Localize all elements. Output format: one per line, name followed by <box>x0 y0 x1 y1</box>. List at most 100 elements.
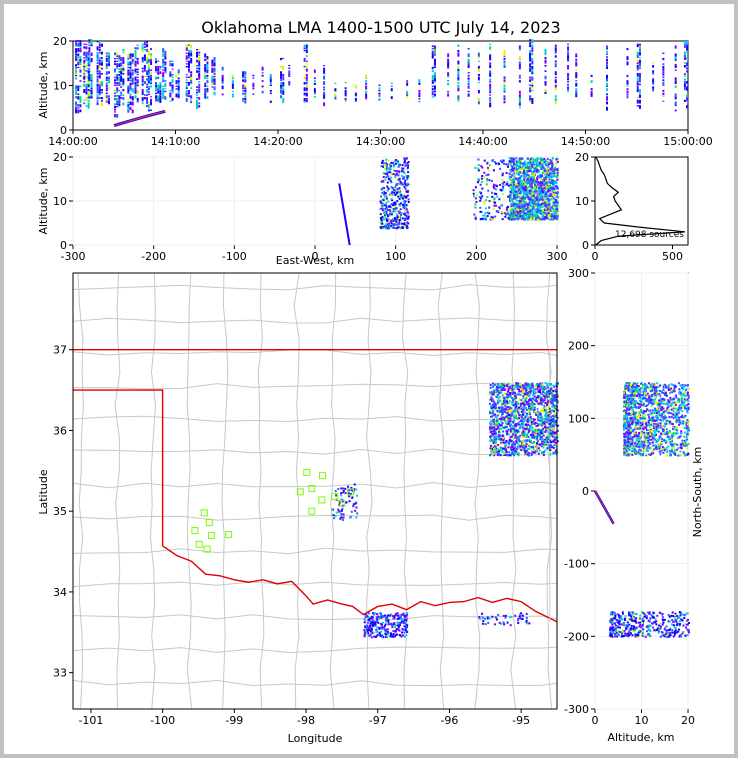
density-cell <box>512 433 515 436</box>
density-cell <box>523 432 526 435</box>
density-cell <box>85 105 88 107</box>
density-cell <box>244 84 247 88</box>
density-cell <box>305 81 308 85</box>
density-cell <box>146 97 149 100</box>
density-cell <box>495 432 498 435</box>
figure-canvas: Oklahoma LMA 1400-1500 UTC July 14, 2023… <box>4 4 734 754</box>
density-cell <box>418 95 421 98</box>
density-cell <box>392 617 395 620</box>
density-cell <box>493 436 496 439</box>
density-cell <box>136 73 139 76</box>
density-cell <box>162 48 165 52</box>
density-cell <box>552 410 555 413</box>
density-cell <box>549 439 552 442</box>
density-cell <box>523 384 526 387</box>
density-cell <box>554 213 557 216</box>
density-cell <box>531 84 534 87</box>
density-cell <box>498 207 501 210</box>
density-cell <box>549 423 552 426</box>
density-cell <box>488 412 491 415</box>
density-cell <box>548 184 551 187</box>
density-cell <box>507 440 510 443</box>
density-cell <box>141 46 144 50</box>
density-cell <box>556 178 559 181</box>
density-cell <box>98 41 101 44</box>
density-cell <box>157 65 160 69</box>
density-cell <box>523 188 526 191</box>
density-cell <box>546 421 549 424</box>
density-cell <box>474 186 477 189</box>
density-cell <box>491 415 494 418</box>
density-cell <box>531 215 534 218</box>
density-cell <box>244 97 247 101</box>
density-cell <box>162 93 165 97</box>
density-cell <box>527 392 530 395</box>
density-cell <box>204 90 207 94</box>
density-cell <box>554 95 557 98</box>
density-cell <box>512 448 515 451</box>
density-cell <box>282 92 285 95</box>
density-cell <box>537 433 540 436</box>
density-cell <box>544 397 547 400</box>
density-cell <box>511 211 514 214</box>
density-cell <box>494 445 497 448</box>
density-cell <box>509 392 512 395</box>
density-cell <box>403 223 406 226</box>
density-cell <box>529 87 532 91</box>
density-cell <box>379 213 382 216</box>
density-cell <box>393 169 396 172</box>
density-cell <box>516 384 519 387</box>
density-cell <box>522 402 525 405</box>
density-cell <box>380 188 383 191</box>
density-cell <box>116 52 119 56</box>
density-cell <box>546 167 549 170</box>
density-cell <box>204 64 207 67</box>
density-cell <box>526 218 529 221</box>
density-cell <box>523 195 526 198</box>
density-cell <box>402 167 405 170</box>
density-cell <box>378 87 381 90</box>
density-cell <box>536 180 539 183</box>
density-cell <box>606 48 608 50</box>
density-cell <box>490 191 493 194</box>
density-cell <box>196 102 198 106</box>
density-cell <box>386 181 389 184</box>
density-cell <box>403 202 406 205</box>
density-cell <box>555 431 558 434</box>
density-cell <box>242 79 245 82</box>
density-cell <box>505 211 508 214</box>
x-axis-label: East-West, km <box>276 254 354 267</box>
density-cell <box>398 203 401 206</box>
density-cell <box>509 194 512 197</box>
density-cell <box>244 89 247 93</box>
density-cell <box>521 183 524 186</box>
density-cell <box>606 101 608 105</box>
density-cell <box>554 406 557 409</box>
density-cell <box>509 216 512 219</box>
density-cell <box>550 418 553 421</box>
density-cell <box>535 202 538 205</box>
density-cell <box>98 57 101 60</box>
density-cell <box>105 65 108 69</box>
density-cell <box>407 212 410 215</box>
density-cell <box>543 214 546 217</box>
density-cell <box>127 90 130 94</box>
density-cell <box>505 406 508 409</box>
density-cell <box>496 407 499 410</box>
density-cell <box>513 387 516 390</box>
density-cell <box>536 383 539 386</box>
density-cell <box>575 80 578 82</box>
density-cell <box>503 63 506 67</box>
density-cell <box>530 158 533 161</box>
density-cell <box>489 57 492 61</box>
density-cell <box>542 213 545 216</box>
density-cell <box>213 91 216 96</box>
density-cell <box>549 217 552 220</box>
density-cell <box>515 210 518 213</box>
density-cell <box>547 169 550 172</box>
density-cell <box>114 81 116 84</box>
density-cell <box>522 401 525 404</box>
density-cell <box>556 424 559 427</box>
density-cell <box>552 205 555 208</box>
